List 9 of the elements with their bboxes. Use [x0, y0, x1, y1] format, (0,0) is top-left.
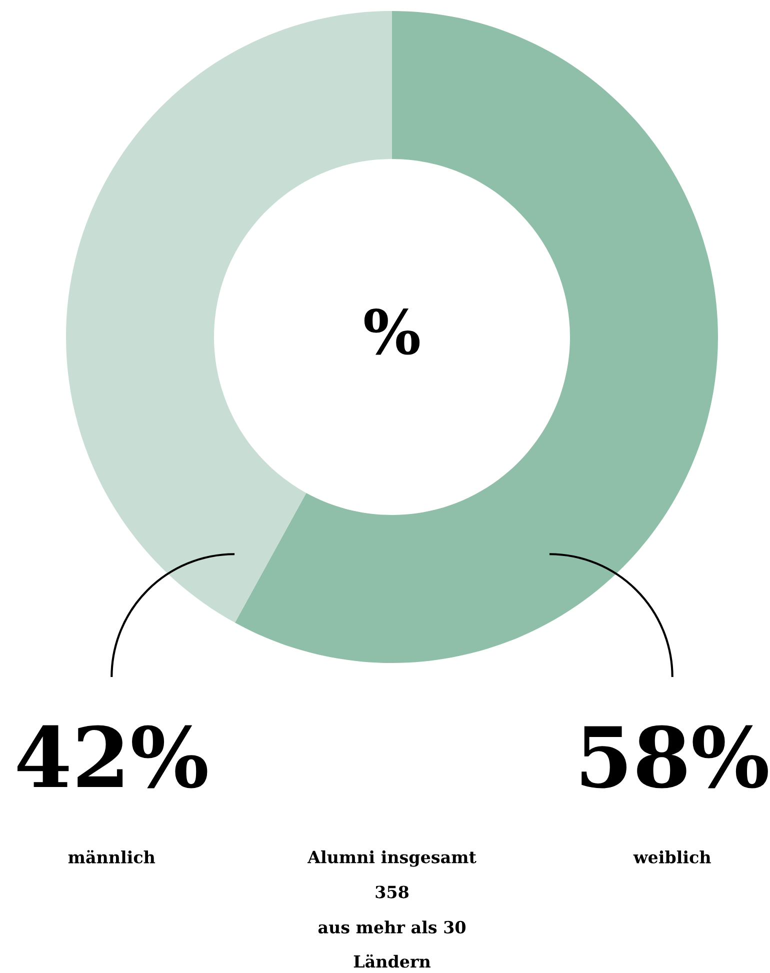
text: aus mehr als 30: [318, 920, 466, 934]
data-label: 58%: [582, 725, 768, 788]
slice-label: weiblich: [633, 850, 711, 864]
text: %: [364, 308, 420, 355]
data-label: 42%: [17, 725, 208, 788]
text: Ländern: [354, 954, 431, 968]
slice-label: männlich: [68, 850, 156, 864]
text: Alumni insgesamt: [307, 850, 476, 867]
text: 358: [376, 886, 408, 898]
